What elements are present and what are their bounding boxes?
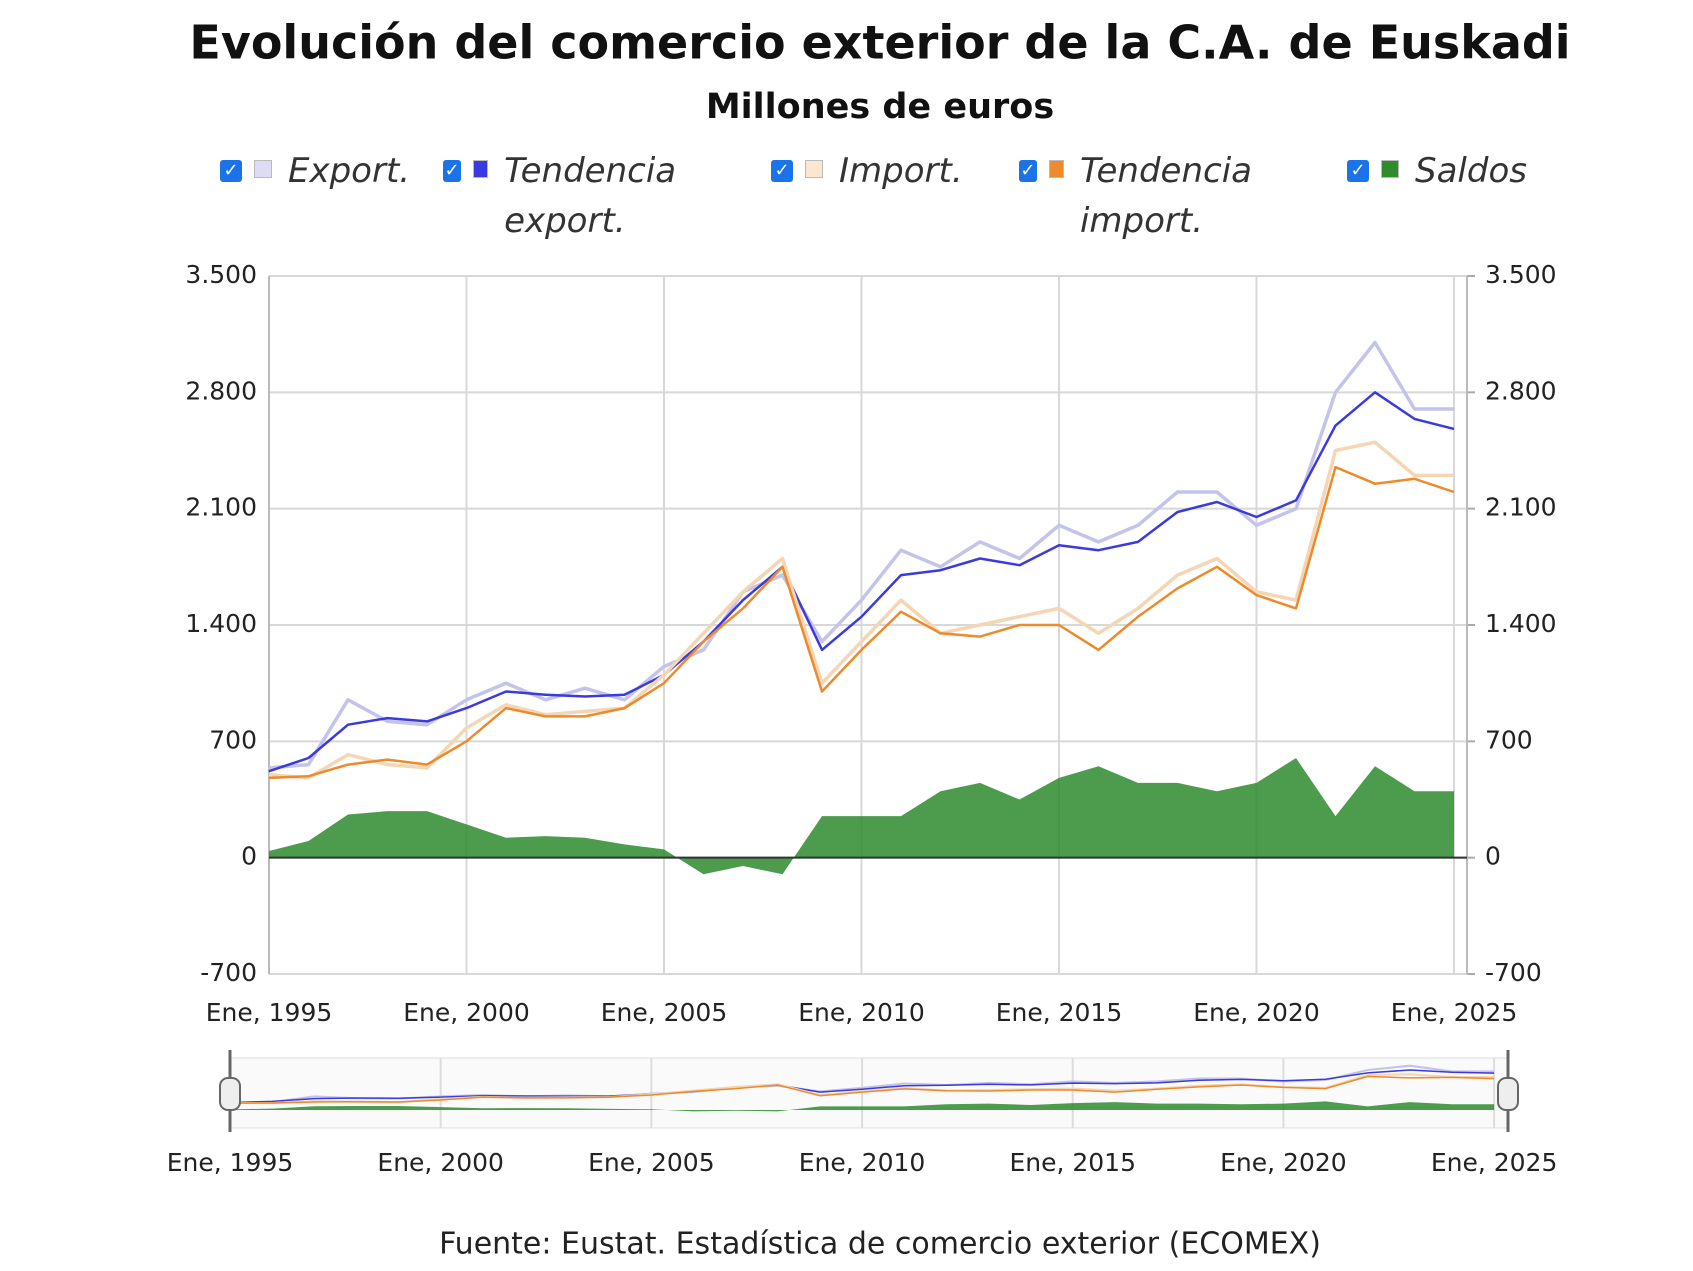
y-tick-label: 2.800 xyxy=(185,376,257,405)
checkbox[interactable]: ✓ xyxy=(220,160,242,182)
series-area xyxy=(269,758,1454,875)
navigator-area xyxy=(230,1101,1495,1112)
y2-tick-label: 0 xyxy=(1485,842,1501,871)
legend-swatch xyxy=(1381,160,1399,178)
series-line xyxy=(268,440,1454,780)
x-tick-label: Ene, 2020 xyxy=(1193,998,1320,1027)
checkbox[interactable]: ✓ xyxy=(443,160,461,182)
y2-tick-label: 2.100 xyxy=(1485,493,1557,522)
legend-item[interactable]: ✓ Import. xyxy=(771,146,1001,246)
x-tick-label: Ene, 2025 xyxy=(1391,998,1518,1027)
y-tick-label: 1.400 xyxy=(185,609,257,638)
legend-swatch xyxy=(1048,160,1064,178)
legend-label: Import. xyxy=(839,151,963,191)
y2-tick-label: 3.500 xyxy=(1485,260,1557,289)
legend-item[interactable]: ✓ Export. xyxy=(220,146,425,246)
legend-item[interactable]: ✓ Tendencia export. xyxy=(443,146,753,246)
y2-tick-label: 1.400 xyxy=(1485,609,1557,638)
navigator-tick-label: Ene, 2015 xyxy=(1009,1148,1136,1177)
y-tick-label: 0 xyxy=(241,842,257,871)
series-line xyxy=(268,465,1455,780)
y2-tick-label: 2.800 xyxy=(1485,376,1557,405)
legend-swatch xyxy=(805,160,823,178)
legend-label: Export. xyxy=(288,151,411,191)
x-tick-label: Ene, 2010 xyxy=(798,998,925,1027)
series-line xyxy=(268,391,1455,773)
legend-swatch xyxy=(254,160,272,178)
navigator-tick-label: Ene, 2025 xyxy=(1431,1148,1558,1177)
navigator-tick-label: Ene, 2010 xyxy=(799,1148,926,1177)
source: Fuente: Eustat. Estadística de comercio … xyxy=(439,1227,1321,1262)
chart-title: Evolución del comercio exterior de la C.… xyxy=(189,16,1570,70)
legend-item[interactable]: ✓ Tendencia import. xyxy=(1019,146,1329,246)
x-tick-label: Ene, 2005 xyxy=(601,998,728,1027)
navigator-bg xyxy=(229,1057,1509,1129)
x-tick-label: Ene, 2000 xyxy=(403,998,530,1027)
series-line xyxy=(268,340,1454,770)
navigator-line xyxy=(229,1075,1495,1104)
chart-subtitle: Millones de euros xyxy=(706,87,1054,127)
navigator-tick-label: Ene, 2005 xyxy=(588,1148,715,1177)
checkbox[interactable]: ✓ xyxy=(1347,160,1369,182)
y-tick-label: 2.100 xyxy=(185,493,257,522)
legend: ✓ Export. ✓ Tendencia export. ✓ Import. ✓ Tende… xyxy=(220,146,1585,246)
navigator-tick-label: Ene, 1995 xyxy=(167,1148,294,1177)
legend-swatch xyxy=(472,160,489,178)
checkbox[interactable]: ✓ xyxy=(771,160,793,182)
legend-item[interactable]: ✓ Saldos xyxy=(1347,146,1567,246)
legend-label: Tendencia export. xyxy=(504,151,677,241)
x-tick-label: Ene, 1995 xyxy=(206,998,333,1027)
y-tick-label: 3.500 xyxy=(185,260,257,289)
y2-tick-label: 700 xyxy=(1485,725,1533,754)
navigator-tick-label: Ene, 2000 xyxy=(377,1148,504,1177)
legend-label: Tendencia import. xyxy=(1079,151,1252,241)
navigator-line xyxy=(229,1069,1495,1104)
y2-tick-label: -700 xyxy=(1485,958,1542,987)
x-tick-label: Ene, 2015 xyxy=(996,998,1123,1027)
legend-label: Saldos xyxy=(1415,151,1527,191)
navigator-handle[interactable] xyxy=(1497,1077,1519,1111)
y-tick-label: -700 xyxy=(200,958,257,987)
checkbox[interactable]: ✓ xyxy=(1019,160,1037,182)
navigator-tick-label: Ene, 2020 xyxy=(1220,1148,1347,1177)
y-tick-label: 700 xyxy=(209,725,257,754)
navigator-handle[interactable] xyxy=(219,1077,241,1111)
